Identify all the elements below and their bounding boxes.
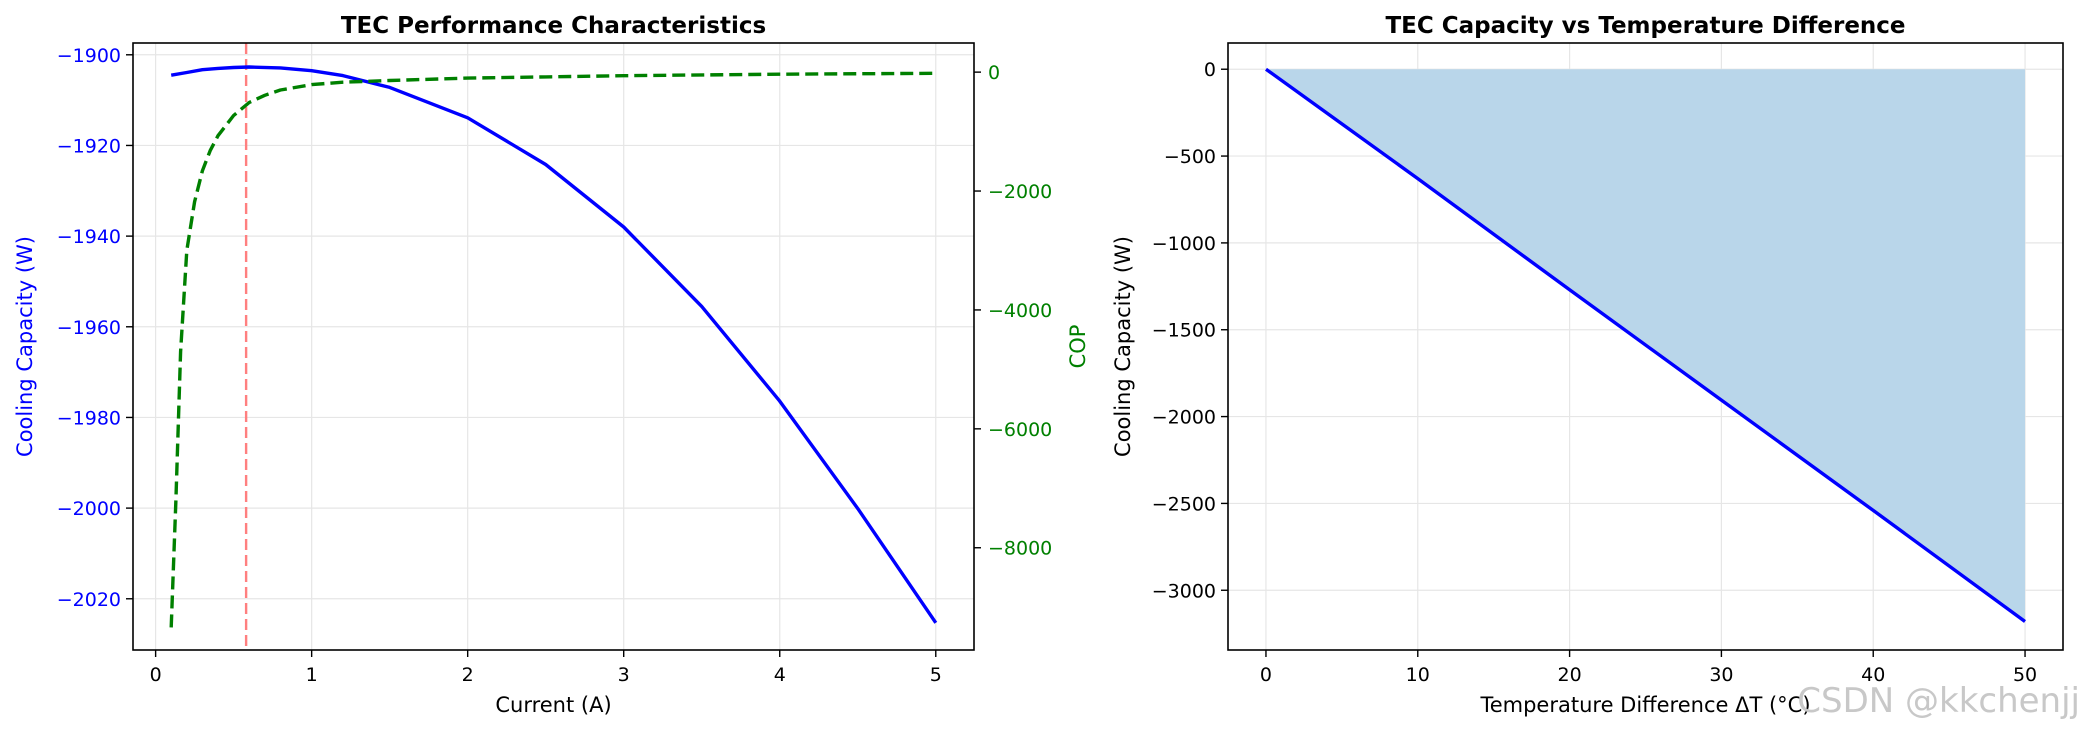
y-tick-label: −1920 — [57, 135, 121, 157]
y-tick-label: 0 — [1204, 59, 1216, 81]
x-tick-label: 50 — [2013, 664, 2037, 686]
x-axis-ticks: 0 10 20 30 40 50 — [1260, 650, 2037, 686]
x-tick-label: 1 — [306, 664, 318, 686]
grid-lines — [133, 43, 974, 650]
y2-tick-label: −8000 — [988, 538, 1052, 560]
x-axis-label: Temperature Difference ΔT (°C) — [1479, 693, 1810, 717]
cooling-capacity-line — [1265, 67, 2027, 623]
x-tick-label: 3 — [618, 664, 630, 686]
y-tick-label: −3000 — [1152, 580, 1216, 602]
x-tick-label: 0 — [150, 664, 162, 686]
tec-performance-chart: 0 1 2 3 4 5 −2020 −2000 −1980 −1960 −1940 −1920 −19… — [13, 13, 1090, 717]
x-tick-label: 30 — [1709, 664, 1733, 686]
cop-line — [169, 71, 936, 628]
watermark: CSDN @kkchenjj — [1797, 681, 2080, 721]
y2-tick-label: −2000 — [988, 181, 1052, 203]
series-layer — [169, 43, 938, 650]
y-axis-label: Cooling Capacity (W) — [13, 236, 37, 457]
plot-frame — [132, 42, 975, 651]
y-tick-label: −1960 — [57, 317, 121, 339]
y-tick-label: −500 — [1164, 146, 1216, 168]
y-tick-label: −1940 — [57, 226, 121, 248]
x-tick-label: 2 — [462, 664, 474, 686]
y-tick-label: −2020 — [57, 589, 121, 611]
y-tick-label: −2500 — [1152, 493, 1216, 515]
x-tick-label: 4 — [774, 664, 786, 686]
x-axis-ticks: 0 1 2 3 4 5 — [150, 650, 942, 686]
y2-axis-label: COP — [1066, 325, 1090, 369]
x-tick-label: 10 — [1406, 664, 1430, 686]
y2-tick-label: 0 — [988, 62, 1000, 84]
y-tick-label: −2000 — [1152, 407, 1216, 429]
plot-frame — [1227, 42, 2064, 651]
y-axis-ticks: −2020 −2000 −1980 −1960 −1940 −1920 −1900 — [57, 45, 133, 611]
y-axis-ticks: −3000 −2500 −2000 −1500 −1000 −500 0 — [1152, 59, 1228, 602]
x-tick-label: 40 — [1861, 664, 1885, 686]
y-tick-label: −2000 — [57, 498, 121, 520]
tec-capacity-chart: 0 10 20 30 40 50 −3000 −2500 −2000 −1500 −1000 −50… — [1111, 13, 2064, 717]
x-tick-label: 0 — [1260, 664, 1272, 686]
y-tick-label: −1900 — [57, 45, 121, 67]
chart-title: TEC Performance Characteristics — [341, 13, 766, 39]
x-tick-label: 20 — [1557, 664, 1581, 686]
y-tick-label: −1000 — [1152, 233, 1216, 255]
y-tick-label: −1980 — [57, 407, 121, 429]
y-tick-label: −1500 — [1152, 320, 1216, 342]
x-axis-label: Current (A) — [495, 693, 611, 717]
series-layer — [1265, 67, 2027, 623]
y2-axis-ticks: −8000 −6000 −4000 −2000 0 — [974, 62, 1052, 560]
chart-title: TEC Capacity vs Temperature Difference — [1385, 13, 1905, 39]
y-axis-label: Cooling Capacity (W) — [1111, 236, 1135, 457]
cooling-capacity-line — [170, 65, 938, 624]
x-tick-label: 5 — [930, 664, 942, 686]
capacity-fill-area — [1266, 69, 2025, 622]
y2-tick-label: −6000 — [988, 419, 1052, 441]
y2-tick-label: −4000 — [988, 300, 1052, 322]
